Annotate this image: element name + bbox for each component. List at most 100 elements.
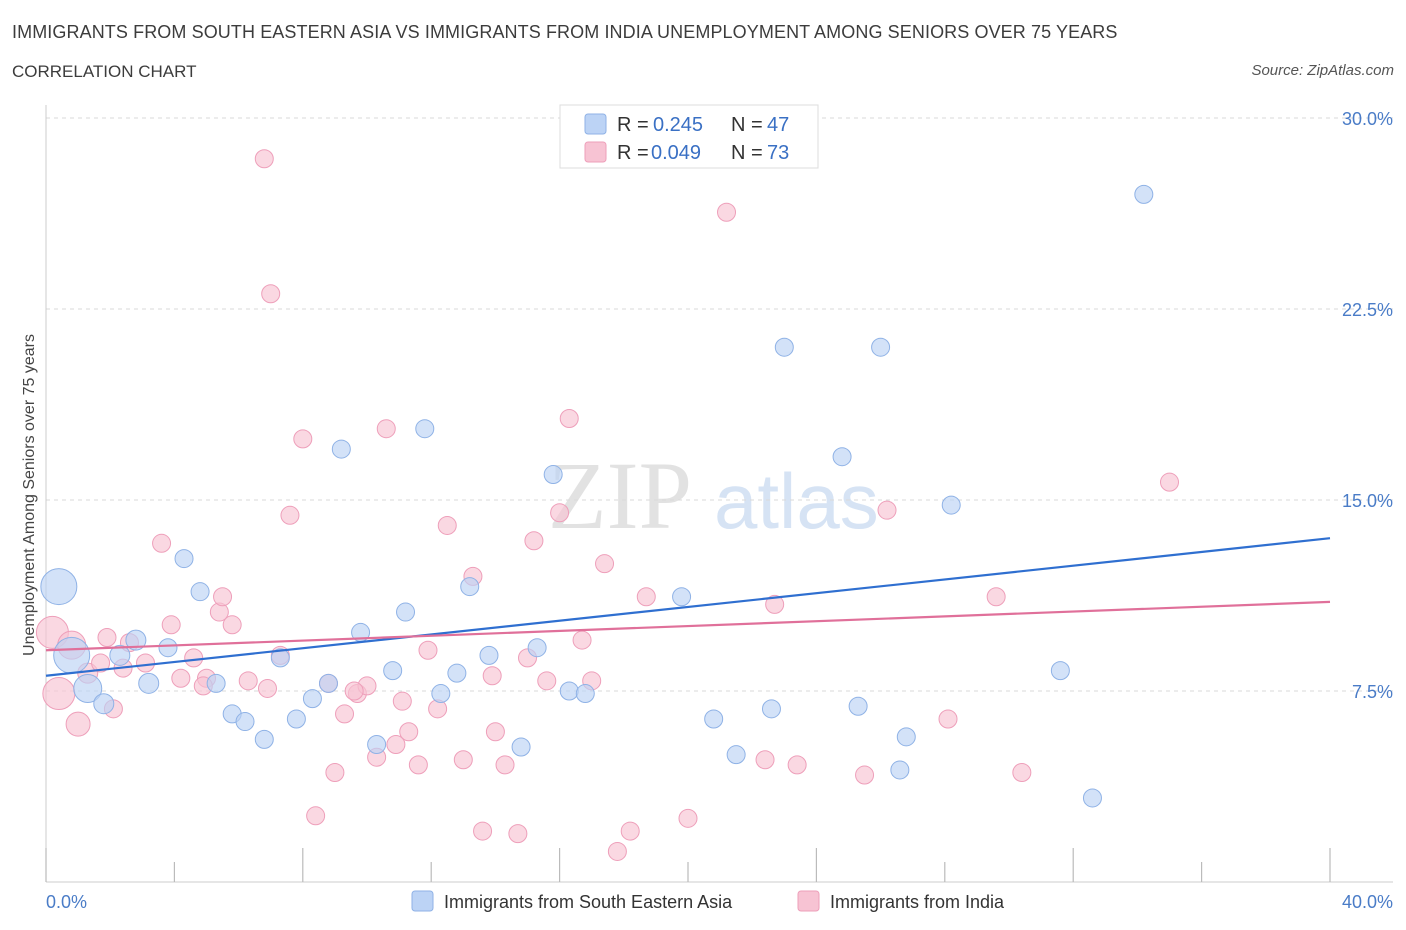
sea-point-44 (1050, 661, 1070, 681)
legend-r-value-india: 0.049 (651, 142, 701, 164)
india-point-31 (399, 722, 419, 742)
chart-title: IMMIGRANTS FROM SOUTH EASTERN ASIA VS IM… (12, 22, 1118, 42)
sea-point-5 (125, 629, 147, 651)
india-point-39 (485, 722, 505, 742)
india-point-8 (136, 653, 156, 673)
india-point-43 (524, 531, 544, 551)
y-tick-labels: 7.5% 15.0% 22.5% 30.0% (1342, 109, 1393, 702)
india-point-59 (855, 765, 875, 785)
india-point-71 (482, 666, 502, 686)
india-point-29 (376, 419, 396, 439)
legend-n-label-sea: N = (731, 114, 763, 136)
x-tick-label-max: 40.0% (1342, 892, 1393, 912)
india-point-61 (938, 709, 958, 729)
india-point-65 (213, 587, 233, 607)
india-point-41 (508, 824, 528, 844)
india-point-1 (42, 677, 76, 711)
india-point-10 (161, 615, 181, 635)
sea-point-46 (1134, 184, 1154, 204)
india-point-30 (386, 734, 406, 754)
india-points (35, 113, 1179, 861)
sea-point-38 (832, 447, 852, 467)
sea-point-13 (254, 729, 274, 749)
sea-point-40 (871, 337, 891, 357)
india-point-50 (607, 841, 627, 861)
india-point-67 (344, 681, 364, 701)
sea-point-28 (511, 737, 531, 757)
india-point-11 (171, 668, 191, 688)
india-point-12 (184, 648, 204, 668)
gridlines (46, 117, 1393, 692)
watermark-zip: ZIP (548, 442, 692, 549)
legend-r-label-india: R = (617, 142, 649, 164)
india-point-57 (765, 594, 785, 614)
y-tick-label-3: 30.0% (1342, 109, 1393, 129)
legend-swatch-sea (584, 113, 607, 135)
sea-trend-line (45, 537, 1331, 677)
legend-n-value-india: 73 (767, 142, 789, 164)
y-axis-label: Unemployment Among Seniors over 75 years (21, 334, 38, 656)
india-point-49 (595, 554, 615, 574)
series-legend-swatch-india (797, 890, 820, 912)
sea-point-4 (109, 644, 131, 666)
sea-point-34 (704, 709, 724, 729)
sea-point-31 (559, 681, 579, 701)
watermark-atlas: atlas (714, 457, 879, 545)
x-tick-label-min: 0.0% (46, 892, 87, 912)
india-trend-line (45, 600, 1331, 652)
trend-lines (45, 537, 1331, 677)
sea-point-25 (447, 663, 467, 683)
india-point-46 (559, 409, 579, 429)
india-point-62 (986, 587, 1006, 607)
sea-point-29 (527, 638, 547, 658)
y-tick-label-0: 7.5% (1352, 682, 1393, 702)
sea-point-18 (331, 439, 351, 459)
sea-point-9 (190, 582, 210, 602)
sea-point-17 (318, 673, 338, 693)
india-point-47 (572, 630, 592, 650)
watermark: ZIP atlas (548, 442, 879, 549)
india-point-33 (418, 640, 438, 660)
sea-point-42 (896, 727, 916, 747)
sea-point-22 (396, 602, 416, 622)
legend-r-value-sea: 0.245 (653, 114, 703, 136)
india-point-68 (97, 628, 117, 648)
sea-point-32 (575, 684, 595, 704)
sea-point-6 (138, 672, 160, 694)
india-point-66 (257, 678, 277, 698)
india-point-16 (238, 671, 258, 691)
india-point-55 (717, 202, 737, 222)
sea-point-37 (774, 337, 794, 357)
india-point-60 (877, 500, 897, 520)
sea-point-10 (206, 673, 226, 693)
sea-point-12 (235, 712, 255, 732)
india-point-25 (335, 704, 355, 724)
india-point-22 (306, 806, 326, 826)
sea-points (40, 184, 1154, 808)
legend-swatch-india (584, 141, 607, 163)
india-point-63 (1012, 762, 1032, 782)
y-tick-label-2: 22.5% (1342, 300, 1393, 320)
india-point-15 (222, 615, 242, 635)
india-point-32 (408, 755, 428, 775)
series-legend-label-sea: Immigrants from South Eastern Asia (444, 892, 733, 912)
sea-point-8 (174, 549, 194, 569)
india-point-51 (620, 821, 640, 841)
india-point-36 (453, 750, 473, 770)
legend-n-value-sea: 47 (767, 114, 789, 136)
india-point-5 (91, 653, 111, 673)
sea-point-33 (672, 587, 692, 607)
india-point-18 (261, 284, 281, 304)
india-point-56 (755, 750, 775, 770)
legend-n-label-india: N = (731, 142, 763, 164)
sea-point-14 (270, 648, 290, 668)
india-point-40 (495, 755, 515, 775)
chart-source: Source: ZipAtlas.com (1251, 62, 1394, 79)
india-point-21 (293, 429, 313, 449)
india-point-17 (254, 149, 274, 169)
india-point-38 (473, 821, 493, 841)
stats-legend: R = 0.245 N = 47 R = 0.049 N = 73 (559, 104, 819, 169)
sea-point-23 (415, 419, 435, 439)
india-point-9 (152, 533, 172, 553)
